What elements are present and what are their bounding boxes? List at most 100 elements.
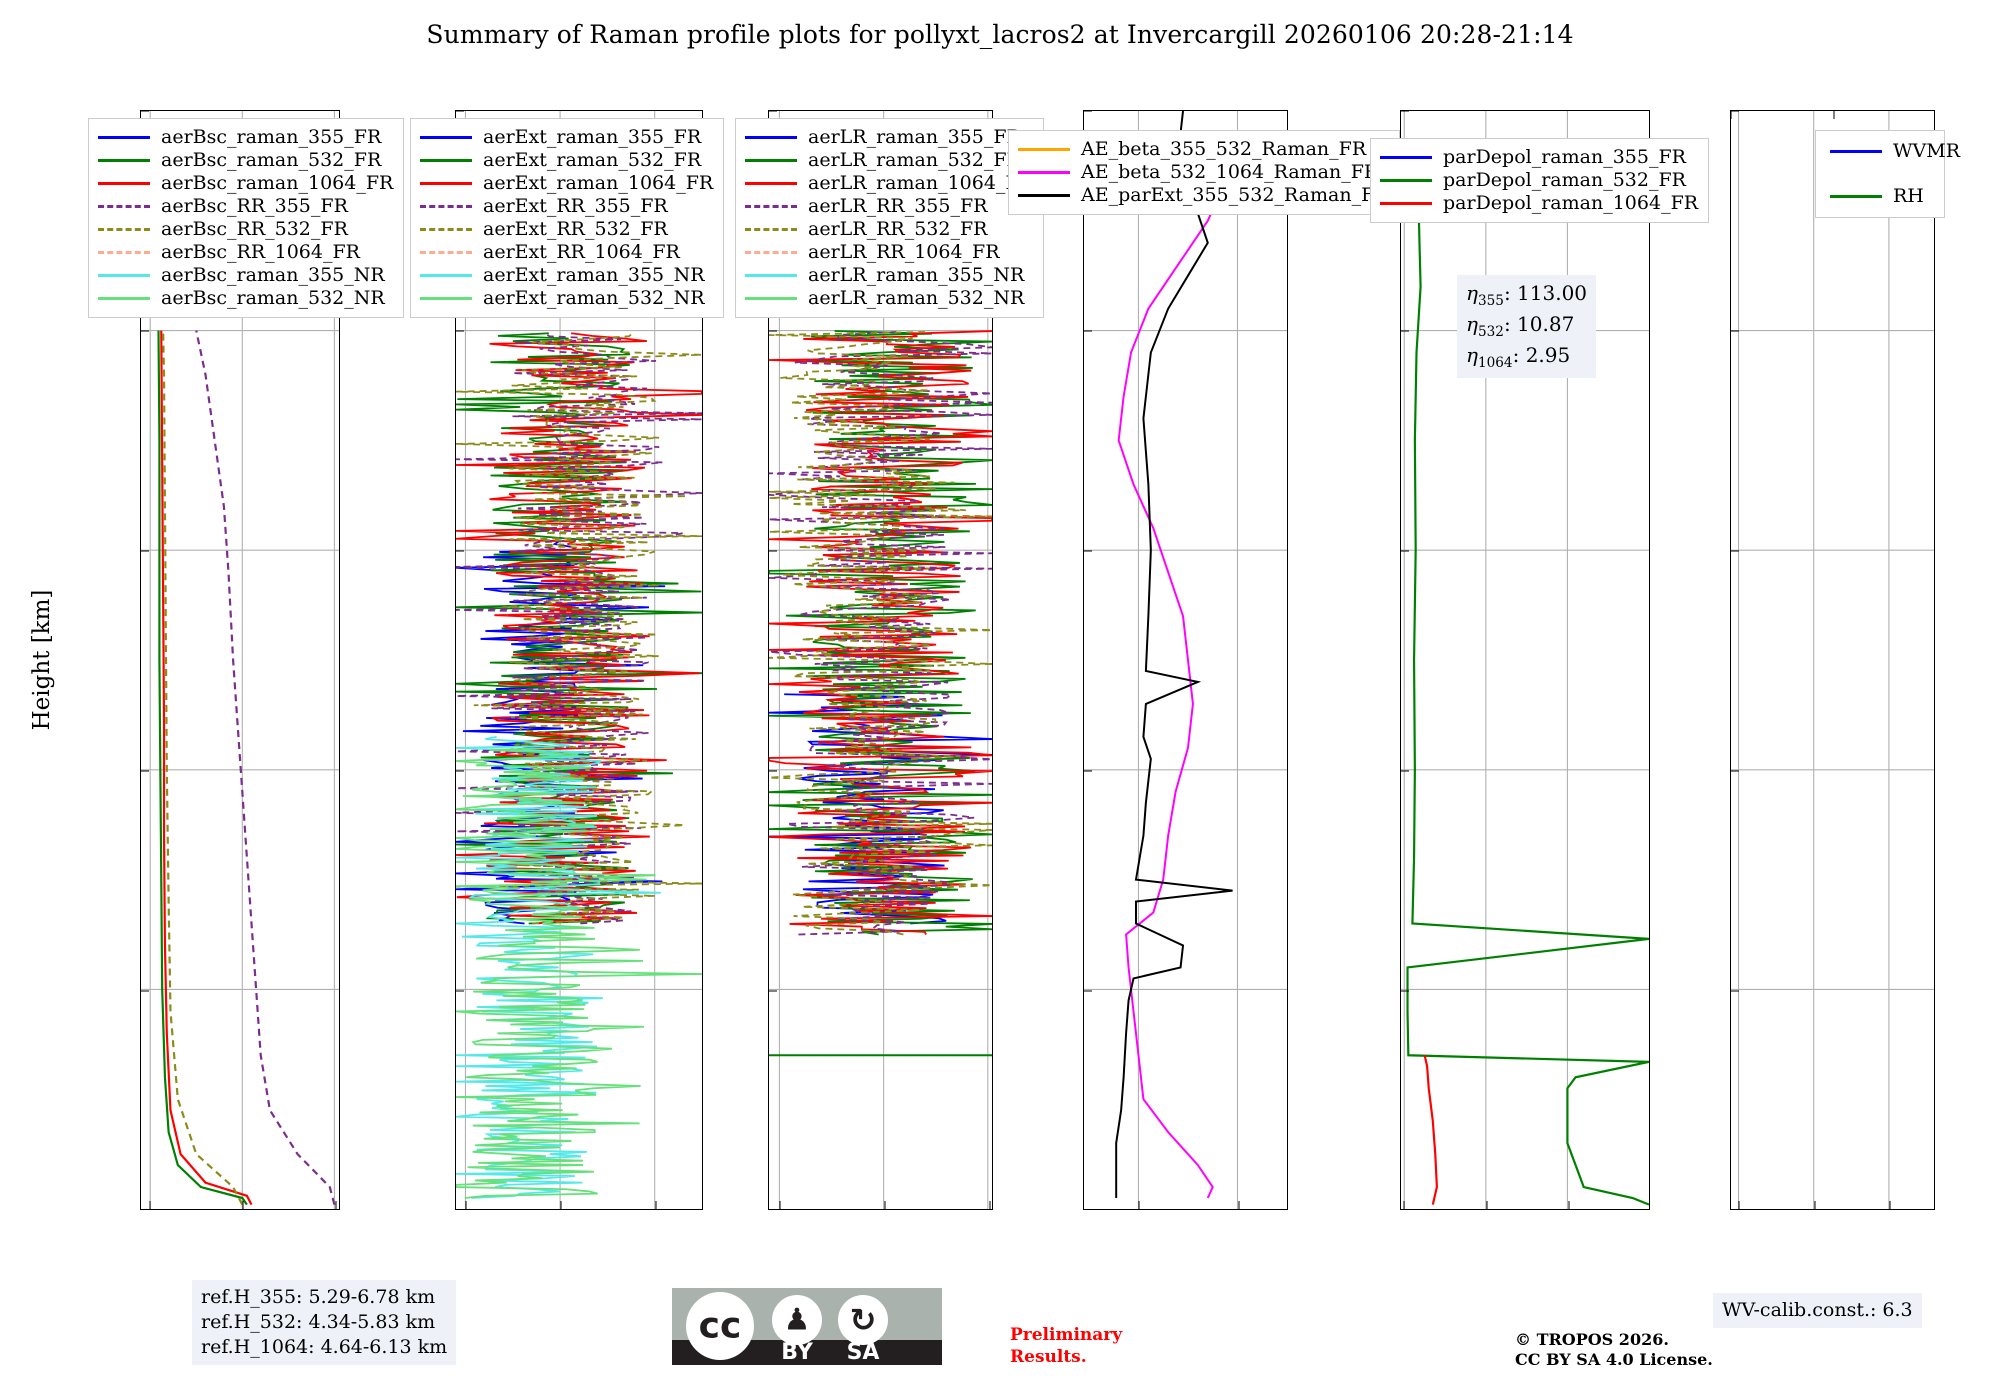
- y-tick-label: 3: [455, 539, 456, 563]
- legend-swatch-line-icon: [745, 136, 797, 139]
- x-tick-label: 0.0: [1400, 1209, 1421, 1210]
- legend-swatch-line-icon: [745, 182, 797, 185]
- copyright-note: © TROPOS 2026. CC BY SA 4.0 License.: [1515, 1330, 1713, 1371]
- x-tick-mark: [335, 1201, 337, 1209]
- legend-swatch-line-icon: [98, 182, 150, 185]
- legend-entry[interactable]: aerLR_RR_355_FR: [745, 195, 1033, 218]
- legend-label: aerLR_RR_1064_FR: [808, 241, 1000, 263]
- y-tick-mark: [1731, 111, 1739, 112]
- y-tick-mark: [456, 990, 464, 992]
- legend-entry[interactable]: parDepol_raman_1064_FR: [1380, 192, 1698, 215]
- legend-entry[interactable]: aerLR_raman_532_FR: [745, 149, 1033, 172]
- x-tick-label: 2: [330, 1209, 340, 1210]
- legend-entry[interactable]: AE_beta_355_532_Raman_FR: [1018, 138, 1389, 161]
- y-tick-mark: [141, 770, 149, 772]
- legend-swatch-line-icon: [1018, 194, 1070, 197]
- legend-label: parDepol_raman_355_FR: [1443, 146, 1686, 168]
- legend-entry[interactable]: aerLR_raman_355_FR: [745, 126, 1033, 149]
- legend-swatch-line-icon: [98, 136, 150, 139]
- y-tick-label: 3: [1400, 539, 1401, 563]
- legend-entry[interactable]: aerLR_raman_532_NR: [745, 287, 1033, 310]
- legend-entry[interactable]: aerBsc_raman_355_NR: [98, 264, 393, 287]
- creative-commons-license-logo[interactable]: cc ♟ ↻ BY SA: [672, 1288, 942, 1365]
- legend-entry[interactable]: aerExt_raman_1064_FR: [420, 172, 713, 195]
- legend-entry[interactable]: aerLR_RR_532_FR: [745, 218, 1033, 241]
- y-tick-label: 1: [140, 979, 141, 1003]
- legend-entry[interactable]: aerExt_raman_355_NR: [420, 264, 713, 287]
- x-tick-label: 2: [1232, 1209, 1245, 1210]
- y-tick-mark: [1401, 990, 1409, 992]
- legend-entry[interactable]: aerBsc_RR_355_FR: [98, 195, 393, 218]
- legend-entry[interactable]: aerExt_raman_355_FR: [420, 126, 713, 149]
- y-tick-label: 2: [455, 759, 456, 783]
- y-tick-mark: [1084, 111, 1092, 112]
- top-x-tick-mark: [1731, 111, 1732, 119]
- top-x-tick-label: 0: [1730, 110, 1738, 111]
- legend-entry[interactable]: aerBsc_raman_355_FR: [98, 126, 393, 149]
- y-tick-label: 2: [768, 759, 769, 783]
- legend-entry[interactable]: aerExt_RR_532_FR: [420, 218, 713, 241]
- y-tick-label: 4: [140, 319, 141, 343]
- y-tick-label: 0: [1083, 1199, 1084, 1210]
- legend-entry[interactable]: parDepol_raman_532_FR: [1380, 169, 1698, 192]
- legend-entry[interactable]: aerExt_RR_1064_FR: [420, 241, 713, 264]
- y-tick-mark: [1084, 330, 1092, 332]
- figure-canvas: Summary of Raman profile plots for polly…: [29, 20, 1960, 1369]
- legend-entry[interactable]: aerLR_raman_355_NR: [745, 264, 1033, 287]
- legend-swatch-line-icon: [745, 228, 797, 231]
- x-tick-mark: [779, 1201, 780, 1209]
- y-tick-label: 1: [455, 979, 456, 1003]
- x-tick-label: 0.1: [1470, 1209, 1503, 1210]
- y-tick-mark: [141, 990, 149, 992]
- legend-label: aerExt_raman_1064_FR: [483, 172, 714, 194]
- legend-entry[interactable]: aerExt_RR_355_FR: [420, 195, 713, 218]
- legend-entry[interactable]: aerLR_RR_1064_FR: [745, 241, 1033, 264]
- legend-entry[interactable]: RH: [1830, 185, 1930, 208]
- legend-entry[interactable]: WVMR: [1830, 140, 1960, 163]
- top-x-tick-mark: [1833, 111, 1834, 119]
- y-tick-label: 4: [455, 319, 456, 343]
- legend-entry[interactable]: aerBsc_RR_1064_FR: [98, 241, 393, 264]
- y-tick-mark: [769, 330, 777, 332]
- legend-label: aerExt_raman_532_NR: [483, 287, 705, 309]
- y-tick-label: 0: [140, 1199, 141, 1210]
- x-tick-mark: [1568, 1201, 1570, 1209]
- legend-label: aerBsc_raman_355_FR: [161, 126, 382, 148]
- legend-label: aerExt_RR_532_FR: [483, 218, 668, 240]
- x-tick-mark: [1889, 1201, 1891, 1209]
- legend-swatch-line-icon: [420, 251, 472, 254]
- legend-entry[interactable]: aerExt_raman_532_NR: [420, 287, 713, 310]
- legend-entry[interactable]: AE_beta_532_1064_Raman_FR: [1018, 161, 1389, 184]
- y-tick-label: 2: [1400, 759, 1401, 783]
- y-tick-label: 1: [1083, 979, 1084, 1003]
- legend-label: aerLR_raman_1064_FR: [808, 172, 1033, 194]
- x-tick-label: 0: [459, 1209, 472, 1210]
- legend-entry[interactable]: AE_parExt_355_532_Raman_FR: [1018, 184, 1389, 207]
- y-tick-label: 1: [768, 979, 769, 1003]
- legend-lidar-ratio: aerLR_raman_355_FR aerLR_raman_532_FR aerL…: [735, 118, 1044, 318]
- preliminary-line-1: Preliminary: [1010, 1325, 1123, 1345]
- top-x-tick-label: 100: [1916, 110, 1935, 111]
- legend-swatch-line-icon: [745, 274, 797, 277]
- y-tick-label: 3: [1730, 539, 1731, 563]
- legend-entry[interactable]: aerBsc_raman_1064_FR: [98, 172, 393, 195]
- legend-entry[interactable]: aerLR_raman_1064_FR: [745, 172, 1033, 195]
- legend-swatch-line-icon: [420, 274, 472, 277]
- plot-area-extinction: [456, 111, 702, 1209]
- legend-entry[interactable]: aerBsc_raman_532_NR: [98, 287, 393, 310]
- y-tick-label: 0: [1730, 1199, 1731, 1210]
- y-tick-mark: [141, 111, 149, 112]
- legend-label: aerExt_raman_355_FR: [483, 126, 702, 148]
- legend-entry[interactable]: aerExt_raman_532_FR: [420, 149, 713, 172]
- y-tick-mark: [141, 330, 149, 332]
- legend-entry[interactable]: parDepol_raman_355_FR: [1380, 146, 1698, 169]
- legend-swatch-line-icon: [98, 251, 150, 254]
- y-tick-label: 4: [768, 319, 769, 343]
- legend-angstrom: AE_beta_355_532_Raman_FR AE_beta_532_1064…: [1008, 130, 1400, 215]
- legend-label: aerBsc_raman_355_NR: [161, 264, 385, 286]
- y-tick-mark: [769, 111, 777, 112]
- y-tick-mark: [769, 990, 777, 992]
- legend-entry[interactable]: aerBsc_raman_532_FR: [98, 149, 393, 172]
- x-tick-label: 20: [1801, 1209, 1828, 1210]
- legend-entry[interactable]: aerBsc_RR_532_FR: [98, 218, 393, 241]
